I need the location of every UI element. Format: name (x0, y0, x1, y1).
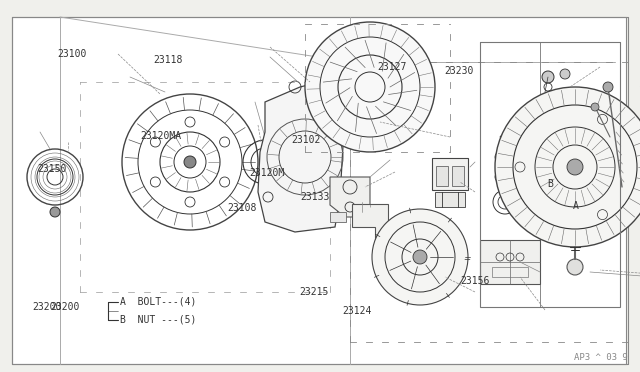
Circle shape (567, 259, 583, 275)
Circle shape (591, 103, 599, 111)
Bar (436, 166, 448, 186)
Text: B  NUT ---(5): B NUT ---(5) (120, 315, 196, 325)
Text: 23120M: 23120M (250, 168, 285, 178)
Circle shape (603, 82, 613, 92)
Circle shape (495, 172, 505, 182)
Text: 23200: 23200 (50, 302, 79, 312)
Text: 23230: 23230 (445, 66, 474, 76)
Bar (435, 192, 465, 207)
Circle shape (495, 152, 505, 162)
Text: 23150: 23150 (37, 164, 67, 174)
Bar (452, 166, 464, 186)
Text: 23133: 23133 (301, 192, 330, 202)
Circle shape (184, 156, 196, 168)
Text: 23108: 23108 (227, 203, 257, 213)
Circle shape (542, 71, 554, 83)
Text: 23100: 23100 (58, 49, 87, 59)
Circle shape (510, 162, 520, 172)
Circle shape (283, 163, 291, 171)
Text: A: A (573, 202, 579, 211)
Circle shape (413, 250, 427, 264)
Circle shape (495, 87, 640, 247)
Text: 23120MA: 23120MA (141, 131, 182, 141)
Text: 23118: 23118 (154, 55, 183, 64)
Circle shape (305, 22, 435, 152)
Bar (520, 207, 535, 217)
Text: 23215: 23215 (300, 287, 329, 297)
Text: 23127: 23127 (378, 62, 407, 72)
Bar (480, 42, 620, 307)
Bar (492, 267, 528, 277)
Bar (432, 158, 468, 190)
Polygon shape (352, 204, 388, 240)
Text: 23200: 23200 (32, 302, 61, 312)
Bar (330, 212, 346, 222)
Bar (480, 240, 540, 284)
Circle shape (560, 69, 570, 79)
Polygon shape (330, 177, 370, 217)
Circle shape (510, 182, 520, 192)
Text: 23124: 23124 (342, 306, 372, 315)
Text: AP3 ^ 03 9: AP3 ^ 03 9 (574, 353, 628, 362)
Text: 23156: 23156 (461, 276, 490, 286)
Text: A  BOLT---(4): A BOLT---(4) (120, 297, 196, 307)
Circle shape (372, 209, 468, 305)
Text: B: B (547, 179, 553, 189)
Text: 23102: 23102 (291, 135, 321, 144)
Polygon shape (258, 77, 345, 232)
Circle shape (567, 159, 583, 175)
Circle shape (50, 207, 60, 217)
